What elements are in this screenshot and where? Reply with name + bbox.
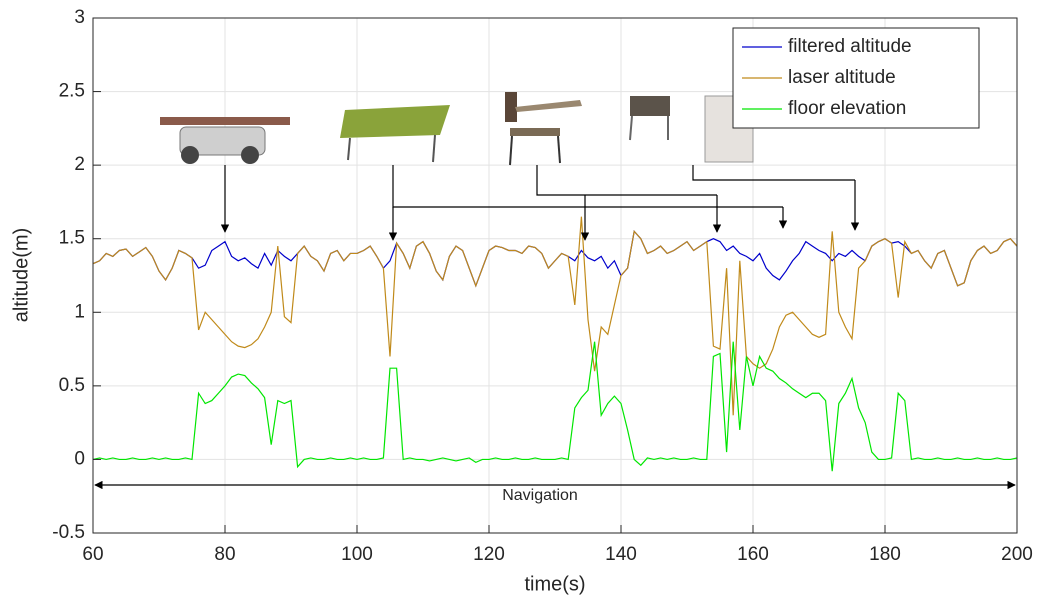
x-tick-label: 120 [473,544,505,565]
stool-leg [630,116,632,140]
y-tick-label: 3 [74,7,85,28]
annotation: Navigation [502,487,578,504]
x-axis-label: time(s) [524,573,585,595]
series-line [93,231,1017,285]
plot-lines [93,217,1017,472]
y-tick-label: 0 [74,448,85,469]
connector [537,165,717,195]
y-tick-label: 0.5 [59,375,85,396]
chair-seat [510,128,560,136]
connector [393,165,783,207]
y-tick-label: -0.5 [52,522,85,543]
obstacle-illustrations [160,92,753,165]
stool-seat [630,96,670,116]
table-leg [348,138,350,160]
y-tick-label: 1 [74,301,85,322]
x-tick-label: 180 [869,544,901,565]
connector [693,165,855,180]
legend-label: floor elevation [788,98,906,119]
y-axis-label: altitude(m) [10,228,32,322]
y-tick-label: 2 [74,154,85,175]
series-line [93,342,1017,471]
chair-desk [515,100,582,112]
legend: filtered altitude laser altitude floor ele… [733,28,979,128]
table-leg [433,135,435,162]
x-tick-label: 100 [341,544,373,565]
x-tick-label: 60 [82,544,103,565]
obstacle-arrows [95,165,1015,485]
robot-top [160,117,290,125]
x-tick-label: 80 [214,544,235,565]
robot-wheel [181,146,199,164]
legend-label: filtered altitude [788,36,912,57]
chart: Navigation time(s) altitude(m) filtered … [0,0,1037,604]
x-tick-label: 140 [605,544,637,565]
legend-label: laser altitude [788,67,896,88]
chair-leg [558,136,560,163]
y-tick-label: 2.5 [59,81,85,102]
y-tick-label: 1.5 [59,228,85,249]
x-tick-label: 200 [1001,544,1033,565]
chair-leg [510,136,512,165]
robot-wheel [241,146,259,164]
x-tick-label: 160 [737,544,769,565]
table-top [340,105,450,138]
